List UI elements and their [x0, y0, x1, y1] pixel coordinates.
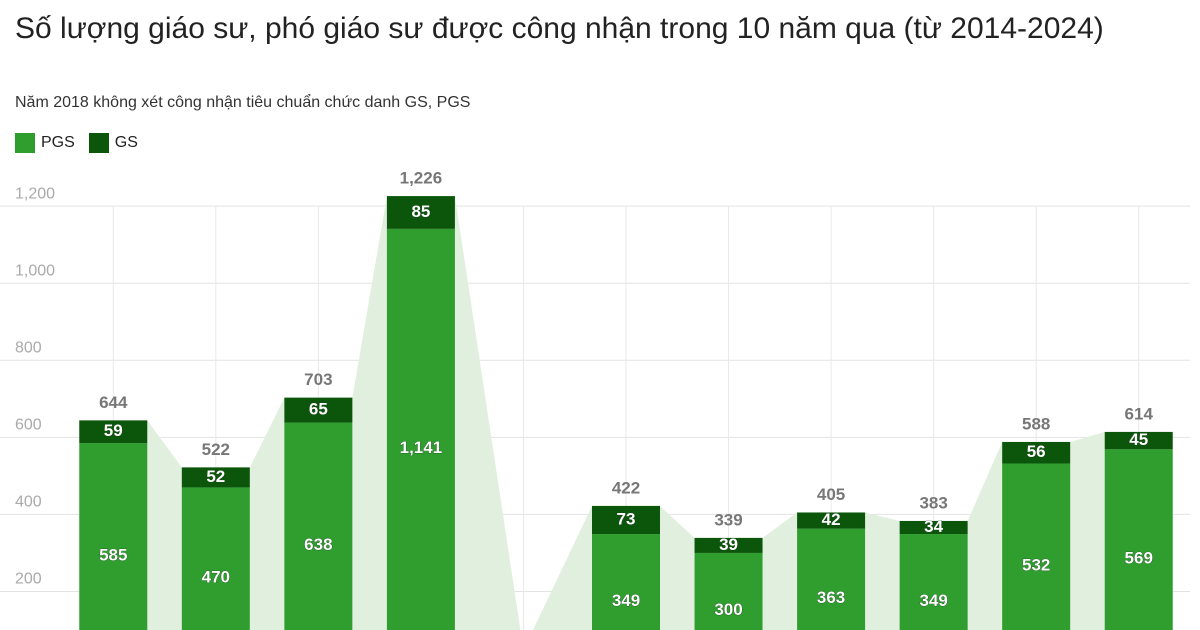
legend: PGS GS [15, 133, 138, 153]
segment-label: 45 [1129, 430, 1148, 449]
segment-label: 73 [617, 509, 636, 528]
bar-segment [386, 196, 455, 229]
bar-segment [284, 422, 353, 630]
segment-label: 638 [304, 535, 332, 554]
bar-segment [181, 487, 250, 630]
bar-segment [1002, 463, 1071, 630]
bar-segment [592, 505, 660, 535]
bar-segment [386, 228, 455, 630]
segment-label: 59 [104, 421, 123, 440]
total-label: 588 [1022, 414, 1050, 433]
chart-title: Số lượng giáo sư, phó giáo sư được công … [15, 12, 1104, 45]
legend-swatch [88, 133, 109, 153]
total-label: 522 [202, 440, 230, 459]
bar-segment [592, 534, 660, 630]
legend-item: GS [88, 133, 138, 153]
segment-label: 56 [1027, 442, 1046, 461]
legend-label: PGS [41, 134, 75, 151]
bar-segment [79, 443, 148, 630]
y-tick-label: 200 [15, 571, 42, 588]
bar-segment [694, 552, 763, 630]
bar-segment [694, 537, 763, 553]
segment-label: 300 [714, 600, 742, 619]
total-label: 405 [817, 485, 845, 504]
bar-segment [181, 467, 250, 488]
segment-label: 34 [924, 517, 943, 536]
legend-item: PGS [15, 133, 75, 153]
segment-label: 42 [822, 510, 841, 529]
legend-label: GS [114, 134, 138, 151]
total-label: 1,226 [400, 169, 443, 188]
total-label: 703 [304, 370, 332, 389]
total-label: 644 [99, 393, 128, 412]
total-label: 614 [1125, 404, 1154, 423]
segment-label: 39 [719, 535, 738, 554]
segment-label: 349 [919, 591, 947, 610]
segment-label: 52 [206, 467, 225, 486]
segment-label: 1,141 [400, 438, 443, 457]
segment-label: 349 [612, 591, 640, 610]
total-label: 339 [714, 510, 742, 529]
segment-label: 569 [1125, 548, 1153, 567]
segment-label: 85 [411, 202, 430, 221]
bar-segment [79, 420, 148, 444]
segment-label: 532 [1022, 556, 1050, 575]
bar-segment [899, 520, 968, 535]
bar-segment [284, 397, 353, 423]
bar-segment [1002, 441, 1071, 464]
segment-label: 470 [202, 567, 230, 586]
bar-segment [797, 512, 866, 529]
y-tick-label: 400 [15, 494, 42, 511]
y-tick-label: 1,000 [15, 262, 55, 279]
total-label: 383 [919, 493, 947, 512]
segment-label: 65 [309, 400, 328, 419]
y-tick-label: 1,200 [15, 185, 55, 202]
y-tick-label: 800 [15, 339, 42, 356]
total-label: 422 [612, 478, 640, 497]
y-tick-label: 600 [15, 417, 42, 434]
total-band [79, 196, 1173, 630]
bar-segment [1104, 431, 1173, 450]
segment-label: 363 [817, 588, 845, 607]
bar-segment [899, 534, 968, 630]
chart-subtitle: Năm 2018 không xét công nhận tiêu chuẩn … [15, 94, 471, 111]
legend-swatch [15, 133, 35, 153]
bar-segment [1104, 449, 1173, 630]
segment-label: 585 [99, 545, 127, 564]
bar-segment [797, 528, 866, 630]
